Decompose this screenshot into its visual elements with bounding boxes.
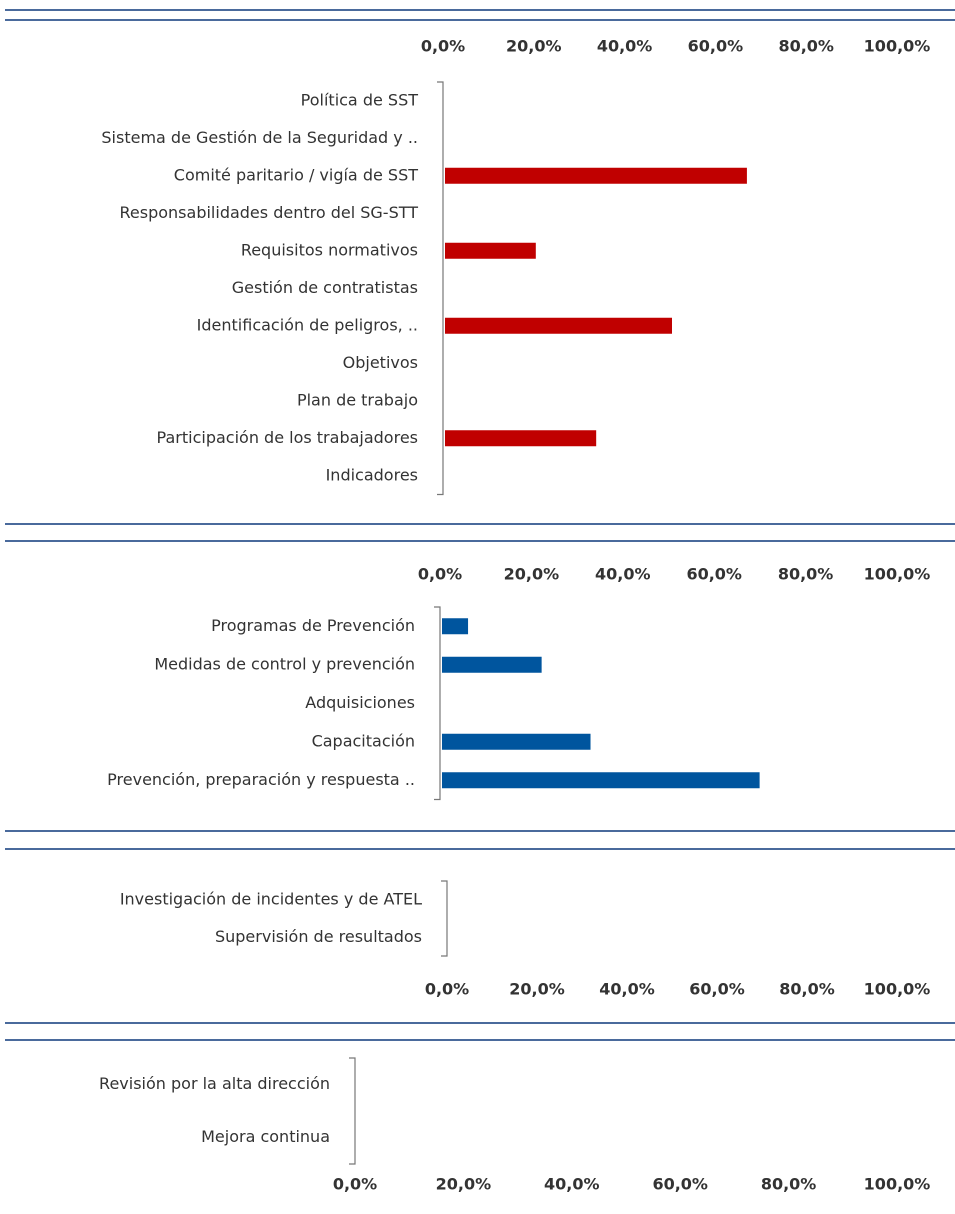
x-tick-label: 20,0%	[509, 980, 565, 999]
category-label: Comité paritario / vigía de SST	[174, 165, 418, 184]
x-tick-label: 40,0%	[544, 1175, 600, 1194]
x-tick-label: 20,0%	[504, 565, 560, 584]
category-label: Mejora continua	[201, 1127, 330, 1146]
x-tick-label: 0,0%	[421, 37, 465, 56]
category-axis	[349, 1057, 356, 1165]
category-label: Gestión de contratistas	[232, 278, 418, 297]
category-label: Participación de los trabajadores	[157, 428, 418, 447]
category-label: Identificación de peligros, ..	[197, 315, 418, 334]
x-tick-label: 100,0%	[864, 565, 931, 584]
category-label: Política de SST	[301, 90, 419, 109]
x-tick-label: 60,0%	[652, 1175, 708, 1194]
category-label: Prevención, preparación y respuesta ..	[107, 770, 415, 789]
category-axis	[434, 606, 441, 801]
bar	[445, 167, 747, 184]
x-tick-label: 80,0%	[778, 37, 834, 56]
category-label: Revisión por la alta dirección	[99, 1074, 330, 1093]
category-label: Responsabilidades dentro del SG-STT	[120, 203, 419, 222]
x-tick-label: 40,0%	[597, 37, 653, 56]
bar	[442, 656, 542, 673]
category-label: Supervisión de resultados	[215, 927, 422, 946]
category-axis	[441, 880, 448, 957]
category-axis	[437, 81, 444, 496]
bar	[445, 430, 597, 447]
category-label: Requisitos normativos	[241, 240, 418, 259]
category-label: Indicadores	[326, 465, 418, 484]
x-tick-label: 20,0%	[436, 1175, 492, 1194]
x-tick-label: 0,0%	[418, 565, 462, 584]
bar	[442, 618, 469, 635]
x-tick-label: 100,0%	[864, 37, 931, 56]
category-label: Plan de trabajo	[297, 390, 418, 409]
category-label: Adquisiciones	[305, 693, 415, 712]
bar	[445, 317, 672, 334]
bar	[442, 772, 760, 789]
x-tick-label: 80,0%	[761, 1175, 817, 1194]
x-tick-label: 80,0%	[779, 980, 835, 999]
separators	[5, 9, 955, 1041]
x-tick-label: 40,0%	[599, 980, 655, 999]
category-label: Medidas de control y prevención	[154, 654, 415, 673]
category-label: Programas de Prevención	[211, 616, 415, 635]
category-label: Sistema de Gestión de la Seguridad y ..	[101, 128, 418, 147]
x-tick-label: 20,0%	[506, 37, 562, 56]
bar	[442, 733, 591, 750]
category-label: Capacitación	[312, 731, 415, 750]
bar	[445, 242, 536, 259]
category-label: Objetivos	[343, 353, 418, 372]
x-tick-label: 60,0%	[686, 565, 742, 584]
x-tick-label: 40,0%	[595, 565, 651, 584]
category-label: Investigación de incidentes y de ATEL	[120, 889, 422, 908]
x-tick-label: 100,0%	[864, 1175, 931, 1194]
x-tick-label: 80,0%	[778, 565, 834, 584]
x-tick-label: 0,0%	[333, 1175, 377, 1194]
x-tick-label: 100,0%	[864, 980, 931, 999]
x-tick-label: 60,0%	[689, 980, 745, 999]
x-tick-label: 60,0%	[688, 37, 744, 56]
x-tick-label: 0,0%	[425, 980, 469, 999]
